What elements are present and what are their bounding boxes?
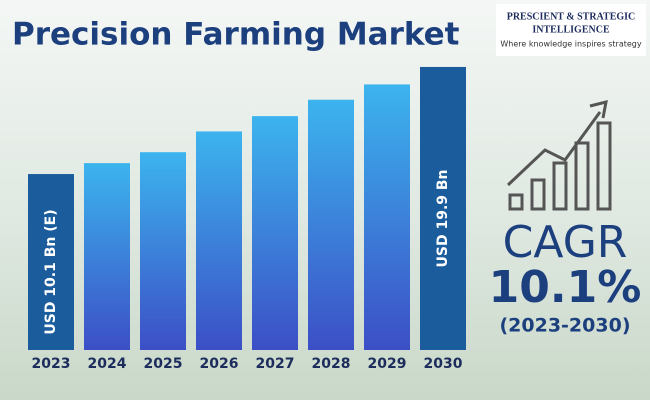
x-tick-label: 2023 — [32, 356, 71, 372]
chart-title: Precision Farming Market — [12, 17, 460, 53]
logo-line: INTELLIGENCE — [532, 24, 610, 35]
x-tick-label: 2026 — [200, 356, 239, 372]
logo-tagline: Where knowledge inspires strategy — [500, 40, 642, 49]
logo-line: PRESCIENT & STRATEGIC — [507, 11, 636, 22]
logo-box — [496, 4, 646, 56]
bar — [84, 163, 130, 350]
x-tick-label: 2025 — [144, 356, 183, 372]
bar — [28, 174, 74, 350]
bar — [420, 66, 466, 350]
cagr-value: 10.1% — [489, 262, 642, 313]
cagr-label: CAGR — [503, 217, 628, 268]
value-label: USD 10.1 Bn (E) — [43, 209, 59, 334]
cagr-period: (2023-2030) — [499, 315, 630, 337]
logo: PRESCIENT & STRATEGIC INTELLIGENCE Where… — [496, 4, 646, 56]
x-tick-label: 2028 — [312, 356, 351, 372]
bar — [308, 99, 354, 350]
x-tick-label: 2027 — [256, 356, 295, 372]
growth-icon — [506, 99, 612, 211]
value-label: USD 19.9 Bn — [435, 169, 451, 267]
bar — [196, 131, 242, 350]
bar — [364, 84, 410, 350]
x-tick-label: 2024 — [88, 356, 127, 372]
x-tick-label: 2030 — [424, 356, 463, 372]
x-tick-label: 2029 — [368, 356, 407, 372]
bar — [140, 152, 186, 350]
bar — [252, 116, 298, 350]
